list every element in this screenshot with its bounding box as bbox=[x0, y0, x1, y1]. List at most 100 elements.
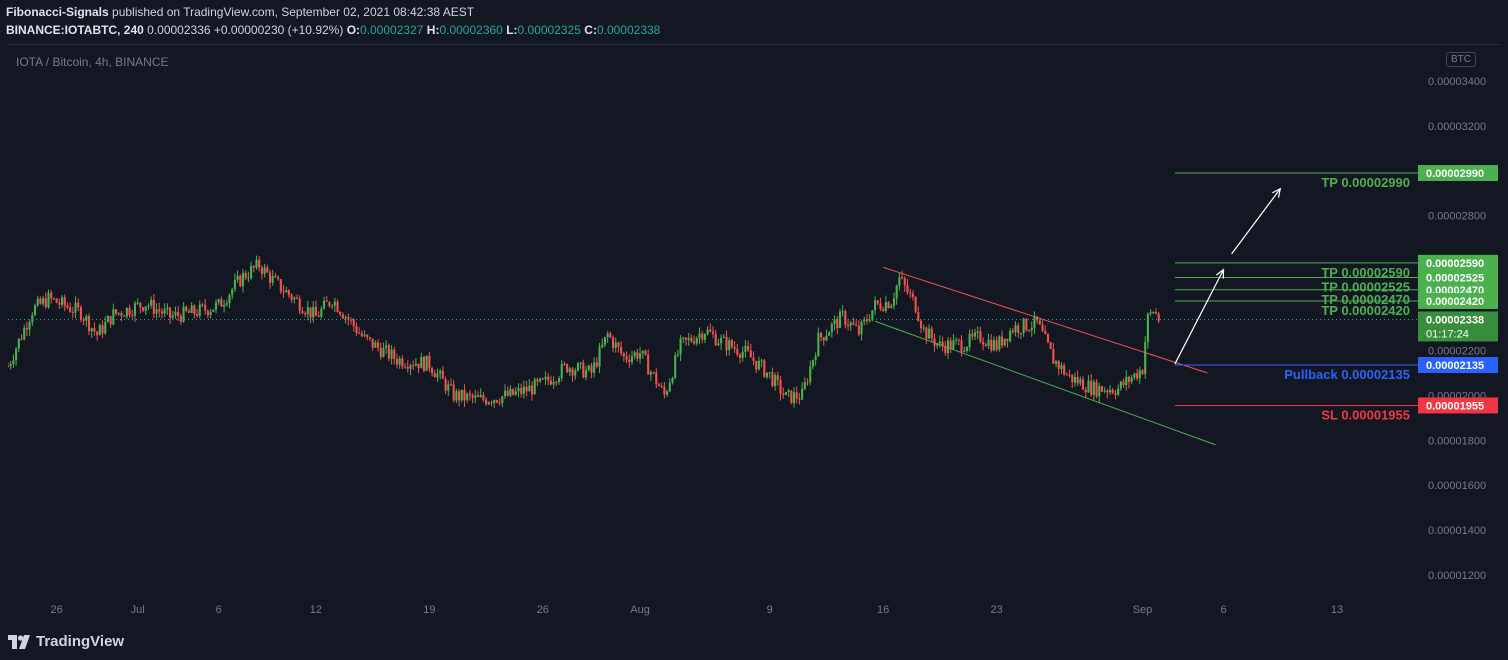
currency-badge[interactable]: BTC bbox=[1446, 52, 1476, 67]
candle-body bbox=[698, 333, 701, 338]
candle-body bbox=[563, 363, 566, 365]
candle-body bbox=[482, 394, 485, 400]
candle-body bbox=[1157, 313, 1160, 321]
candle-body bbox=[811, 360, 814, 367]
chart-pane[interactable]: 0.00003400 0.00003200 0.00002800 0.00002200… bbox=[8, 44, 1500, 623]
candle-body bbox=[1038, 320, 1041, 325]
candle-body bbox=[1065, 374, 1068, 376]
candle-body bbox=[844, 311, 847, 325]
candle-body bbox=[1073, 376, 1077, 383]
candle-body bbox=[252, 266, 255, 268]
candle-body bbox=[1090, 380, 1093, 395]
candle-body bbox=[1117, 388, 1120, 395]
candle-body bbox=[266, 267, 269, 273]
candle-body bbox=[552, 381, 555, 385]
level-label: TP 0.00002470 bbox=[1321, 292, 1410, 307]
candle-body bbox=[87, 316, 91, 332]
candle-body bbox=[50, 292, 53, 299]
level-label: TP 0.00002525 bbox=[1321, 279, 1410, 294]
level-label: TP 0.00002420 bbox=[1321, 303, 1410, 318]
candle-body bbox=[555, 381, 558, 383]
candle-body bbox=[828, 332, 831, 336]
candle-body bbox=[503, 390, 507, 397]
candle-body bbox=[1057, 361, 1060, 370]
candle-body bbox=[1036, 316, 1039, 321]
x-tick-label: 9 bbox=[767, 604, 773, 616]
candle-body bbox=[987, 339, 990, 347]
candle-body bbox=[71, 311, 74, 313]
price-change: +0.00000230 (+10.92%) bbox=[213, 23, 344, 37]
candle-body bbox=[771, 372, 774, 387]
candle-body bbox=[711, 331, 715, 334]
candle-body bbox=[228, 294, 231, 304]
candle-body bbox=[560, 363, 563, 379]
candle-body bbox=[241, 272, 245, 287]
arrow-head bbox=[1271, 187, 1282, 198]
projection-arrow[interactable] bbox=[1231, 188, 1281, 255]
candle-body bbox=[150, 299, 153, 306]
candle-body bbox=[306, 307, 309, 315]
candle-body bbox=[398, 358, 401, 365]
candle-body bbox=[687, 337, 690, 340]
candle-body bbox=[452, 384, 455, 401]
x-tick-label: Aug bbox=[630, 604, 650, 616]
candle-body bbox=[749, 350, 752, 358]
candle-body bbox=[684, 337, 688, 340]
candle-body bbox=[584, 370, 588, 378]
candle-body bbox=[447, 384, 450, 391]
channel-upper-line[interactable] bbox=[883, 266, 1208, 374]
x-tick-label: 19 bbox=[423, 604, 435, 616]
candle-body bbox=[933, 338, 936, 346]
candle-body bbox=[568, 368, 571, 373]
candle-body bbox=[336, 301, 339, 312]
candle-body bbox=[941, 341, 944, 347]
candle-body bbox=[1054, 361, 1058, 364]
price-chart[interactable]: 0.00003400 0.00003200 0.00002800 0.00002200… bbox=[8, 45, 1500, 623]
candle-body bbox=[390, 349, 393, 359]
candle-body bbox=[736, 348, 739, 355]
candle-body bbox=[1119, 381, 1122, 389]
candle-body bbox=[1071, 374, 1074, 383]
candle-body bbox=[47, 292, 50, 308]
candle-body bbox=[406, 366, 409, 369]
candle-body bbox=[79, 307, 82, 320]
x-tick-label: 6 bbox=[216, 604, 222, 616]
candle-body bbox=[536, 379, 539, 382]
candle-body bbox=[58, 302, 61, 305]
candle-body bbox=[955, 339, 958, 341]
candle-body bbox=[622, 353, 625, 357]
candle-body bbox=[133, 303, 137, 316]
level-price-tag-text: 0.00002590 bbox=[1426, 258, 1484, 270]
candle-body bbox=[774, 375, 777, 387]
candle-body bbox=[260, 267, 263, 275]
y-tick-label: 0.00003200 bbox=[1428, 121, 1486, 133]
candle-body bbox=[98, 325, 101, 336]
candle-body bbox=[852, 322, 855, 325]
projection-arrow[interactable] bbox=[1174, 269, 1225, 365]
candle-body bbox=[836, 319, 839, 328]
candle-body bbox=[887, 302, 890, 308]
candle-body bbox=[528, 385, 531, 392]
candle-body bbox=[765, 372, 769, 377]
candle-body bbox=[231, 289, 234, 295]
candle-body bbox=[163, 309, 166, 314]
tradingview-logo[interactable]: TradingView bbox=[8, 633, 124, 650]
author-name[interactable]: Fibonacci-Signals bbox=[6, 5, 109, 19]
candle-body bbox=[498, 402, 501, 404]
candle-body bbox=[279, 279, 282, 292]
candle-body bbox=[787, 390, 790, 393]
candle-body bbox=[874, 300, 877, 311]
candle-body bbox=[676, 354, 679, 356]
candle-body bbox=[444, 378, 447, 391]
candle-body bbox=[479, 394, 482, 397]
candle-body bbox=[1125, 376, 1128, 386]
candle-body bbox=[871, 310, 874, 321]
candle-body bbox=[63, 297, 66, 306]
candle-body bbox=[304, 313, 307, 315]
candle-body bbox=[271, 276, 274, 283]
tradingview-brand: TradingView bbox=[36, 633, 125, 650]
candle-body bbox=[801, 388, 804, 400]
candle-body bbox=[930, 328, 933, 339]
candle-body bbox=[44, 298, 47, 308]
candle-body bbox=[1114, 392, 1117, 395]
